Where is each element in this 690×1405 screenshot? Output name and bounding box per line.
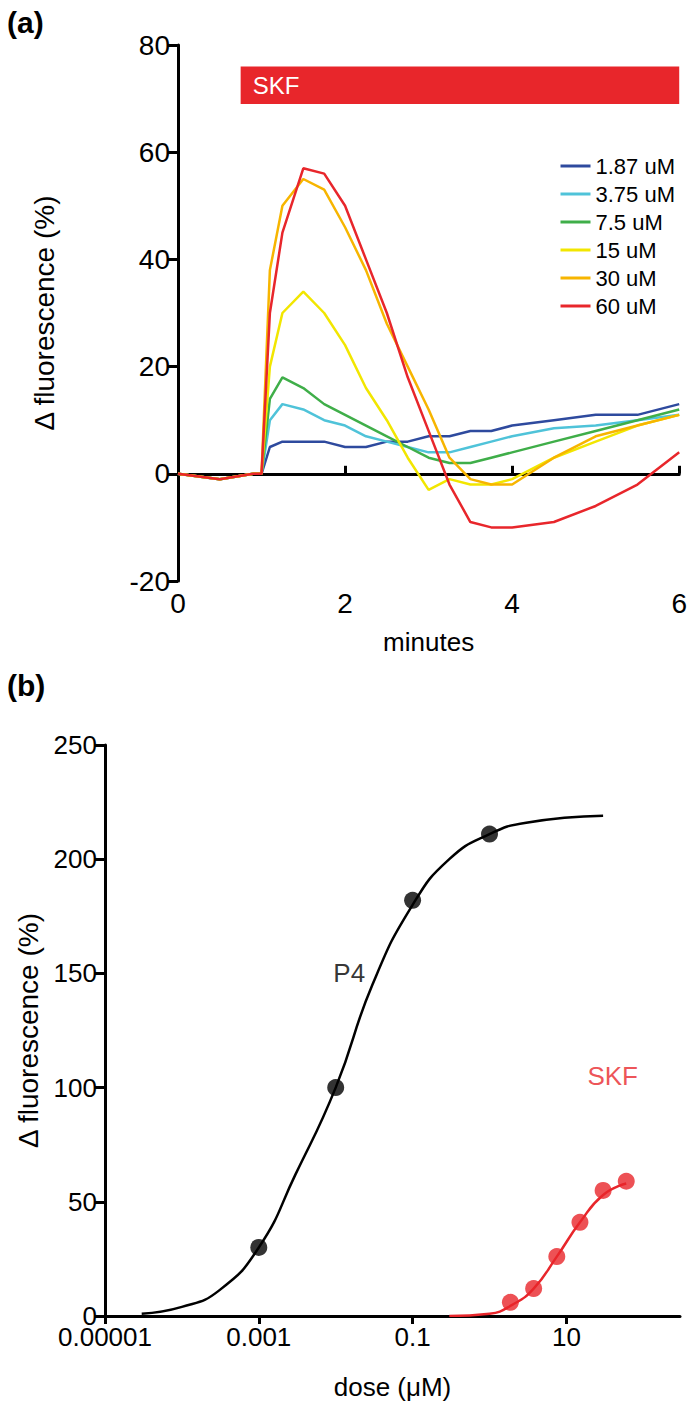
svg-text:30 uM: 30 uM bbox=[596, 266, 657, 291]
svg-text:dose (μM): dose (μM) bbox=[334, 1372, 452, 1402]
svg-text:4: 4 bbox=[504, 588, 520, 619]
svg-text:100: 100 bbox=[54, 1073, 97, 1103]
svg-text:minutes: minutes bbox=[383, 627, 474, 657]
svg-text:2: 2 bbox=[337, 588, 353, 619]
svg-text:150: 150 bbox=[54, 958, 97, 988]
svg-text:(b): (b) bbox=[7, 669, 45, 702]
svg-text:60 uM: 60 uM bbox=[596, 294, 657, 319]
svg-text:20: 20 bbox=[139, 351, 170, 382]
svg-text:6: 6 bbox=[671, 588, 687, 619]
svg-text:0.00001: 0.00001 bbox=[58, 1322, 152, 1352]
svg-text:SKF: SKF bbox=[253, 72, 300, 99]
svg-text:0: 0 bbox=[154, 458, 170, 489]
svg-text:50: 50 bbox=[68, 1187, 97, 1217]
svg-text:10: 10 bbox=[552, 1322, 581, 1352]
svg-text:7.5 uM: 7.5 uM bbox=[596, 210, 663, 235]
svg-text:Δ fluorescence (%): Δ fluorescence (%) bbox=[13, 913, 44, 1148]
svg-text:(a): (a) bbox=[7, 6, 44, 39]
svg-text:3.75 uM: 3.75 uM bbox=[596, 182, 676, 207]
svg-text:Δ fluorescence (%): Δ fluorescence (%) bbox=[29, 195, 60, 430]
svg-text:1.87 uM: 1.87 uM bbox=[596, 154, 676, 179]
svg-text:250: 250 bbox=[54, 730, 97, 760]
svg-text:15 uM: 15 uM bbox=[596, 238, 657, 263]
svg-text:200: 200 bbox=[54, 844, 97, 874]
svg-text:P4: P4 bbox=[333, 958, 365, 988]
svg-text:0.001: 0.001 bbox=[226, 1322, 291, 1352]
svg-text:0: 0 bbox=[170, 588, 186, 619]
svg-text:-20: -20 bbox=[130, 566, 170, 597]
svg-text:0.1: 0.1 bbox=[395, 1322, 431, 1352]
svg-text:40: 40 bbox=[139, 244, 170, 275]
svg-text:80: 80 bbox=[139, 30, 170, 61]
svg-text:0: 0 bbox=[82, 1301, 97, 1331]
svg-text:60: 60 bbox=[139, 137, 170, 168]
svg-text:SKF: SKF bbox=[587, 1061, 638, 1091]
